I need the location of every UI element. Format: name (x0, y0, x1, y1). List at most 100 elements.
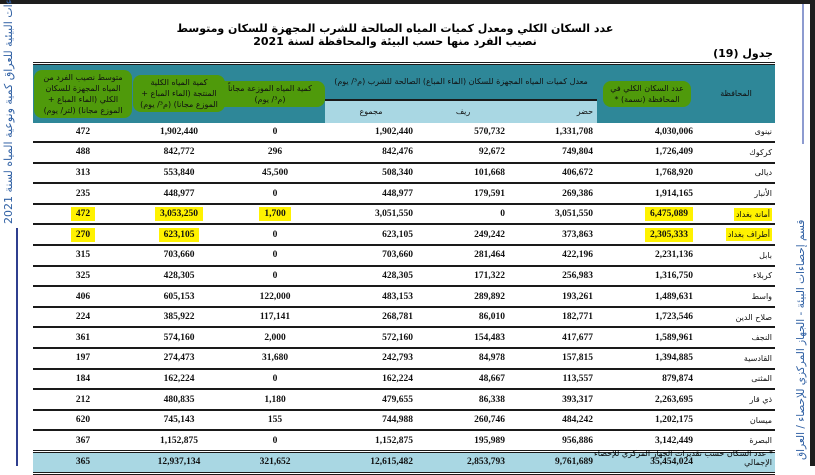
table-row: نينوى 4,030,006 1,331,708 570,732 1,902,440 0… (33, 122, 776, 144)
population-cell: 6,475,089 (597, 203, 698, 226)
free-distributed-cell: 45,500 (225, 162, 325, 185)
left-margin-line (16, 228, 18, 466)
total-produced-cell: 12,937,134 (133, 450, 225, 475)
table-row: صلاح الدين 1,723,546 182,771 86,010 268,781 1… (33, 306, 776, 329)
population-cell: 1,768,920 (597, 162, 698, 185)
per-capita-cell: 406 (33, 286, 133, 308)
total-cell: 268,781 (325, 306, 418, 329)
table-row: بابل 2,231,136 422,196 281,464 703,660 0 703,6… (33, 245, 776, 267)
total-produced-cell: 385,922 (133, 306, 225, 329)
rural-cell: 281,464 (417, 245, 510, 267)
population-cell: 2,305,333 (597, 224, 698, 247)
governorate-cell: القادسية (697, 348, 776, 370)
governorate-cell: أطراف بغداد (697, 224, 776, 247)
per-capita-cell: 315 (33, 245, 133, 267)
total-cell: 1,902,440 (325, 122, 418, 144)
population-cell: 1,726,409 (597, 142, 698, 164)
urban-cell: 269,386 (509, 183, 598, 205)
population-cell: 1,394,885 (597, 348, 698, 370)
rural-cell: 171,322 (417, 265, 510, 288)
free-distributed-cell: 0 (225, 265, 325, 288)
governorate-cell: النجف (697, 327, 776, 350)
population-cell: 2,263,695 (597, 389, 698, 411)
table-row: المثنى 879,874 113,557 48,667 162,224 0 162,22… (33, 368, 776, 391)
urban-cell: 157,815 (509, 348, 598, 370)
per-capita-cell: 488 (33, 142, 133, 164)
table-row: البصرة 3,142,449 956,886 195,989 1,152,875 0 1… (33, 430, 776, 453)
governorate-cell: واسط (697, 286, 776, 308)
governorate-cell: كربلاء (697, 265, 776, 288)
governorate-cell: نينوى (697, 122, 776, 144)
total-cell: 12,615,482 (325, 450, 418, 475)
rural-cell: 260,746 (417, 409, 510, 432)
total-cell: 479,655 (325, 389, 418, 411)
rural-cell: 86,010 (417, 306, 510, 329)
total-cell: 428,305 (325, 265, 418, 288)
total-produced-cell: 574,160 (133, 327, 225, 350)
urban-cell: 749,804 (509, 142, 598, 164)
rural-cell: 92,672 (417, 142, 510, 164)
header-population: عدد السكان الكلي في المحافظة (نسمة) * (597, 63, 698, 123)
per-capita-cell: 197 (33, 348, 133, 370)
table-row: ميسان 1,202,175 484,242 260,746 744,988 155 74… (33, 409, 776, 432)
population-cell: 1,489,631 (597, 286, 698, 308)
header-free-distributed: كمية المياه الموزعة مجاناً (م³/ يوم) (215, 63, 325, 123)
per-capita-cell: 367 (33, 430, 133, 453)
table-row: ديالى 1,768,920 406,672 101,668 508,340 45,50… (33, 162, 776, 185)
table-row: أمانة بغداد 6,475,089 3,051,550 0 3,051,550 1… (33, 203, 776, 226)
total-produced-cell: 1,902,440 (133, 122, 225, 144)
total-produced-cell: 448,977 (133, 183, 225, 205)
urban-cell: 417,677 (509, 327, 598, 350)
population-cell: 4,030,006 (597, 122, 698, 144)
header-rural: ريف (417, 98, 510, 123)
governorate-cell: ذي قار (697, 389, 776, 411)
header-supplied-group: معدل كميات المياه المجهزة للسكان (الماء … (325, 63, 598, 100)
total-produced-cell: 703,660 (133, 245, 225, 267)
free-distributed-cell: 321,652 (225, 450, 325, 475)
per-capita-cell: 224 (33, 306, 133, 329)
total-produced-cell: 623,105 (133, 224, 225, 247)
per-capita-cell: 472 (33, 203, 133, 226)
total-produced-cell: 745,143 (133, 409, 225, 432)
urban-cell: 393,317 (509, 389, 598, 411)
free-distributed-cell: 0 (225, 122, 325, 144)
right-side-footer: قسم إحصاءات البيئة - الجهاز المركزي للإح… (795, 219, 807, 460)
per-capita-cell: 313 (33, 162, 133, 185)
total-produced-cell: 842,772 (133, 142, 225, 164)
population-cell: 1,723,546 (597, 306, 698, 329)
window-top-border (0, 0, 815, 4)
table-row: واسط 1,489,631 193,261 289,892 483,153 122,00… (33, 286, 776, 308)
urban-cell: 422,196 (509, 245, 598, 267)
total-cell: 623,105 (325, 224, 418, 247)
rural-cell: 48,667 (417, 368, 510, 391)
total-produced-cell: 480,835 (133, 389, 225, 411)
per-capita-cell: 184 (33, 368, 133, 391)
per-capita-cell: 235 (33, 183, 133, 205)
rural-cell: 0 (417, 203, 510, 226)
free-distributed-cell: 1,700 (225, 203, 325, 226)
urban-cell: 373,863 (509, 224, 598, 247)
free-distributed-cell: 155 (225, 409, 325, 432)
governorate-cell: ميسان (697, 409, 776, 432)
urban-cell: 9,761,689 (509, 450, 598, 475)
governorate-cell: المثنى (697, 368, 776, 391)
free-distributed-cell: 296 (225, 142, 325, 164)
total-produced-cell: 1,152,875 (133, 430, 225, 453)
total-produced-cell: 553,840 (133, 162, 225, 185)
header-urban: حضر (509, 98, 598, 123)
rural-cell: 2,853,793 (417, 450, 510, 475)
window-right-border (810, 0, 815, 466)
per-capita-cell: 212 (33, 389, 133, 411)
water-data-table: المحافظة عدد السكان الكلي في المحافظة (ن… (33, 62, 776, 475)
urban-cell: 3,051,550 (509, 203, 598, 226)
governorate-cell: بابل (697, 245, 776, 267)
header-total: مجموع (325, 98, 418, 123)
per-capita-cell: 365 (33, 450, 133, 475)
urban-cell: 484,242 (509, 409, 598, 432)
free-distributed-cell: 122,000 (225, 286, 325, 308)
free-distributed-cell: 31,680 (225, 348, 325, 370)
total-cell: 572,160 (325, 327, 418, 350)
free-distributed-cell: 1,180 (225, 389, 325, 411)
free-distributed-cell: 2,000 (225, 327, 325, 350)
table-row: الأنبار 1,914,165 269,386 179,591 448,977 0 44… (33, 183, 776, 205)
